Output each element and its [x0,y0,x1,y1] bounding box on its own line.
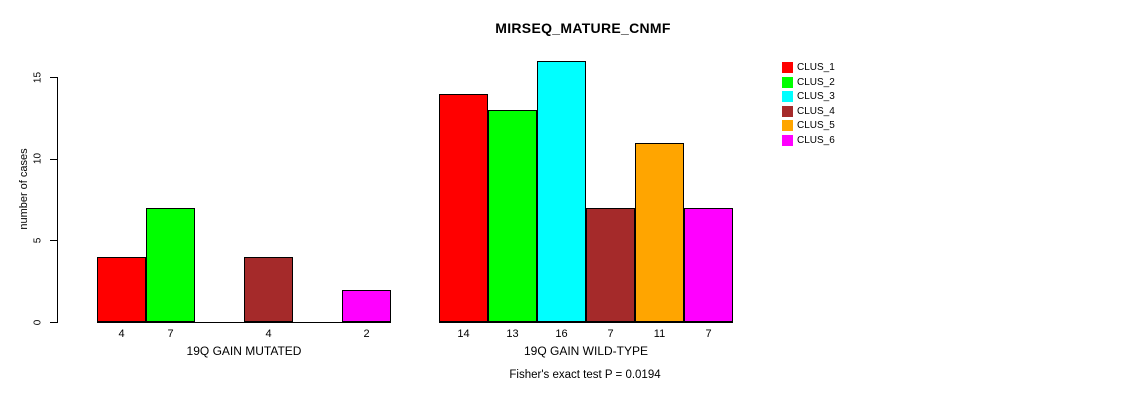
bar-value-label: 16 [555,328,568,340]
bar-value-label: 7 [167,328,174,340]
y-tick [50,322,57,323]
fisher-test-annotation: Fisher's exact test P = 0.0194 [509,369,661,381]
legend-swatch-clus-6 [782,134,793,146]
y-axis-title: number of cases [18,148,30,230]
legend-label: CLUS_3 [797,91,835,102]
bar-clus-6-19q-gain-mutated [342,289,391,323]
legend-swatch-clus-4 [782,105,793,117]
y-tick-label: 10 [32,153,44,165]
bar-clus-2-19q-gain-mutated [146,208,195,323]
bar-value-label: 7 [607,328,614,340]
legend: CLUS_1 CLUS_2 CLUS_3 CLUS_4 CLUS_5 CLUS_6 [782,62,835,149]
bar-clus-1-19q-gain-wild-type [439,93,488,323]
legend-swatch-clus-2 [782,76,793,88]
legend-item-clus-2: CLUS_2 [782,76,835,88]
y-tick-label: 15 [32,71,44,83]
legend-label: CLUS_4 [797,105,835,117]
y-tick-label: 5 [32,237,44,244]
legend-item-clus-6: CLUS_6 [782,134,835,146]
legend-label: CLUS_5 [797,120,835,131]
bar-value-label: 4 [118,328,125,340]
legend-swatch-clus-5 [782,120,793,131]
bar-value-label: 11 [653,328,666,340]
bar-clus-2-19q-gain-wild-type [488,110,537,323]
x-group-label-19q-gain-wild-type: 19Q GAIN WILD-TYPE [523,344,649,358]
bar-clus-5-19q-gain-wild-type [635,142,684,323]
chart-title: MIRSEQ_MATURE_CNMF [495,20,671,36]
bar-clus-3-19q-gain-wild-type [537,61,586,323]
legend-label: CLUS_1 [797,62,835,73]
y-tick [50,158,57,160]
bar-clus-1-19q-gain-mutated [97,257,146,323]
bar-clus-6-19q-gain-wild-type [684,208,733,323]
y-tick [50,240,57,242]
legend-item-clus-4: CLUS_4 [782,105,835,117]
x-group-label-19q-gain-mutated: 19Q GAIN MUTATED [186,344,302,358]
legend-swatch-clus-3 [782,91,793,102]
legend-label: CLUS_6 [797,134,835,146]
legend-item-clus-5: CLUS_5 [782,120,835,131]
legend-item-clus-1: CLUS_1 [782,62,835,73]
bar-value-label: 13 [506,328,519,340]
bar-value-label: 14 [457,328,470,340]
legend-label: CLUS_2 [797,76,835,88]
bar-value-label: 4 [265,328,272,340]
bar-clus-4-19q-gain-wild-type [586,208,635,323]
y-axis-line [57,77,58,323]
bar-value-label: 7 [705,328,712,340]
y-tick-label: 0 [32,319,44,325]
legend-swatch-clus-1 [782,62,793,73]
legend-item-clus-3: CLUS_3 [782,91,835,102]
y-tick [50,77,57,79]
bar-clus-4-19q-gain-mutated [244,257,293,323]
bar-value-label: 2 [363,328,370,340]
